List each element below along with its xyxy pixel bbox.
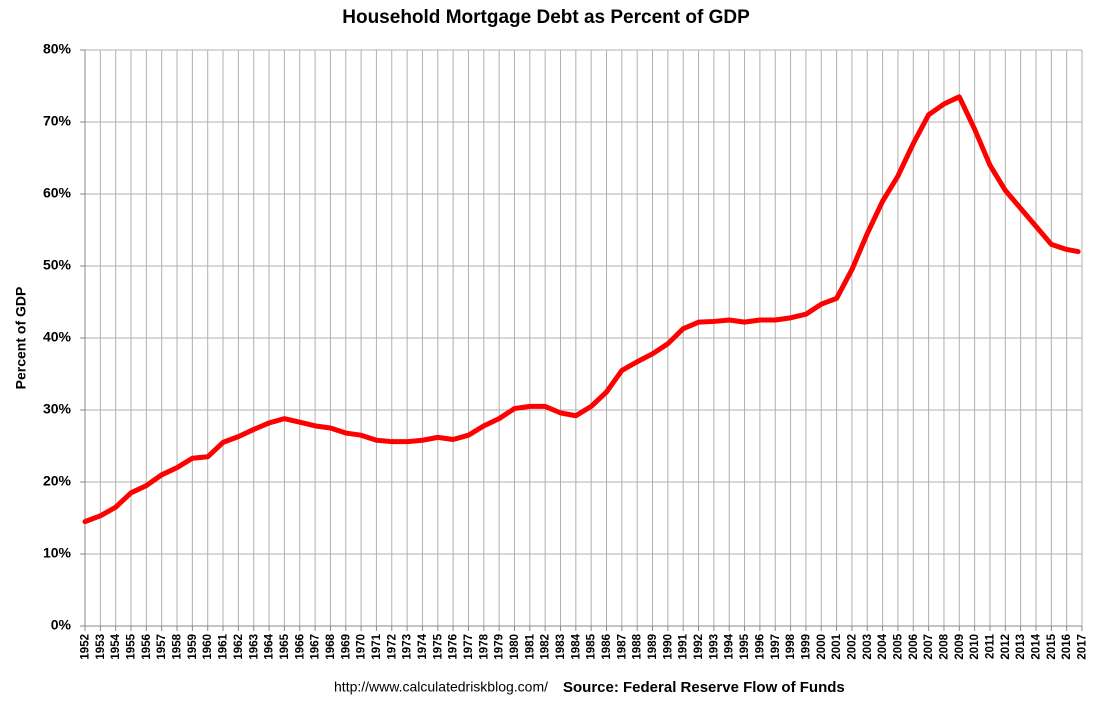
x-tick-label: 1983 xyxy=(555,634,567,660)
x-tick-label: 1959 xyxy=(187,634,199,660)
x-tick-label: 1991 xyxy=(678,633,690,659)
x-tick-label: 1996 xyxy=(754,634,766,660)
x-tick-label: 2000 xyxy=(816,634,828,660)
y-tick-label: 20% xyxy=(43,473,72,489)
x-tick-label: 2005 xyxy=(892,633,904,659)
x-tick-label: 1967 xyxy=(310,634,322,660)
x-tick-label: 2002 xyxy=(846,634,858,660)
x-tick-label: 1956 xyxy=(141,634,153,660)
x-tick-label: 1986 xyxy=(601,634,613,660)
x-tick-label: 1965 xyxy=(279,633,291,659)
x-tick-label: 2013 xyxy=(1015,634,1027,660)
x-tick-label: 1974 xyxy=(417,633,429,659)
x-tick-label: 1973 xyxy=(402,634,414,660)
x-tick-label: 1979 xyxy=(494,634,506,660)
x-tick-label: 1957 xyxy=(156,634,168,660)
x-tick-label: 1954 xyxy=(110,633,122,659)
x-tick-label: 1987 xyxy=(616,634,628,660)
y-tick-label: 10% xyxy=(43,545,72,561)
x-tick-label: 2004 xyxy=(877,633,889,659)
x-tick-label: 2008 xyxy=(938,633,950,659)
x-tick-label: 2010 xyxy=(969,634,981,660)
x-tick-label: 1963 xyxy=(248,634,260,660)
x-tick-label: 2017 xyxy=(1077,634,1089,660)
x-tick-label: 2007 xyxy=(923,634,935,660)
source: Source: Federal Reserve Flow of Funds xyxy=(563,679,845,696)
x-tick-label: 1995 xyxy=(739,633,751,659)
x-tick-label: 2011 xyxy=(985,633,997,659)
x-tick-label: 1964 xyxy=(264,633,276,659)
x-tick-label: 1998 xyxy=(785,633,797,659)
x-tick-label: 1985 xyxy=(586,633,598,659)
x-tick-label: 1999 xyxy=(800,634,812,660)
x-tick-label: 1981 xyxy=(524,633,536,659)
x-tick-label: 1978 xyxy=(478,633,490,659)
x-tick-label: 1993 xyxy=(708,634,720,660)
x-tick-label: 1955 xyxy=(126,633,138,659)
x-tick-label: 2001 xyxy=(831,633,843,659)
x-tick-label: 2014 xyxy=(1031,633,1043,659)
x-tick-label: 1958 xyxy=(172,633,184,659)
x-tick-label: 1953 xyxy=(95,634,107,660)
chart-title: Household Mortgage Debt as Percent of GD… xyxy=(342,7,750,28)
x-tick-label: 1960 xyxy=(202,634,214,660)
y-axis-label: Percent of GDP xyxy=(13,287,29,390)
x-tick-label: 1975 xyxy=(432,633,444,659)
x-tick-label: 1976 xyxy=(448,634,460,660)
x-tick-label: 1980 xyxy=(509,634,521,660)
y-tick-label: 50% xyxy=(43,257,72,273)
x-tick-label: 2012 xyxy=(1000,634,1012,660)
y-tick-label: 40% xyxy=(43,329,72,345)
x-tick-label: 1952 xyxy=(80,634,92,660)
x-tick-label: 2006 xyxy=(908,634,920,660)
x-tick-label: 1990 xyxy=(662,634,674,660)
y-tick-label: 60% xyxy=(43,185,72,201)
x-tick-label: 1972 xyxy=(386,634,398,660)
x-tick-label: 2015 xyxy=(1046,633,1058,659)
y-tick-label: 80% xyxy=(43,41,72,57)
source-url: http://www.calculatedriskblog.com/ xyxy=(334,679,548,695)
x-tick-label: 1984 xyxy=(570,633,582,659)
x-tick-label: 2016 xyxy=(1061,634,1073,660)
x-tick-label: 1994 xyxy=(724,633,736,659)
y-tick-label: 30% xyxy=(43,401,72,417)
x-tick-label: 1966 xyxy=(294,634,306,660)
x-tick-label: 1988 xyxy=(632,633,644,659)
x-tick-label: 1982 xyxy=(540,634,552,660)
x-tick-label: 1969 xyxy=(340,634,352,660)
x-tick-label: 2009 xyxy=(954,634,966,660)
x-tick-label: 1989 xyxy=(647,634,659,660)
y-tick-label: 0% xyxy=(51,617,72,633)
x-tick-label: 1992 xyxy=(693,634,705,660)
x-tick-label: 1977 xyxy=(463,634,475,660)
x-tick-label: 1961 xyxy=(218,633,230,659)
x-tick-label: 1970 xyxy=(356,634,368,660)
x-tick-label: 1971 xyxy=(371,633,383,659)
x-tick-label: 1962 xyxy=(233,634,245,660)
y-tick-label: 70% xyxy=(43,113,72,129)
x-tick-label: 2003 xyxy=(862,634,874,660)
x-tick-label: 1968 xyxy=(325,633,337,659)
data-line xyxy=(82,94,1081,525)
x-tick-label: 1997 xyxy=(770,634,782,660)
